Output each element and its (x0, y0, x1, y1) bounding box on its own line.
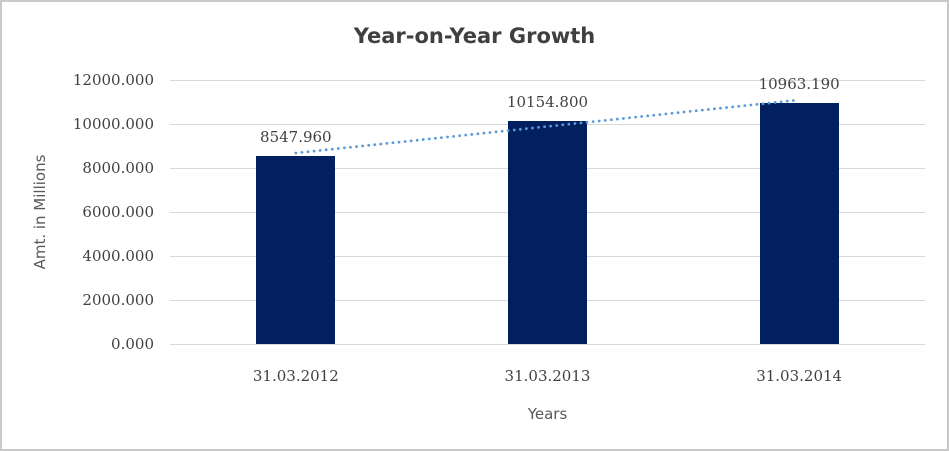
bar (508, 120, 587, 344)
y-axis-tick-label: 0.000 (111, 335, 154, 353)
bar-value-label: 10963.190 (758, 74, 840, 93)
chart-title: Year-on-Year Growth (353, 24, 596, 48)
y-axis-tick-label: 4000.000 (82, 247, 154, 265)
x-axis-tick-label: 31.03.2014 (756, 367, 843, 385)
bar (759, 102, 839, 344)
y-axis-tick-label: 2000.000 (82, 291, 154, 309)
y-axis-tick-label: 12000.000 (72, 71, 154, 89)
y-axis-tick-label: 6000.000 (82, 203, 154, 221)
bar-value-label: 10154.800 (506, 92, 589, 111)
bar (256, 155, 336, 344)
gridline (170, 344, 925, 345)
x-axis-tick-label: 31.03.2013 (504, 367, 591, 385)
x-axis-title: Years (527, 405, 568, 423)
bar-value-label: 8547.960 (260, 127, 332, 146)
y-axis-tick-label: 8000.000 (82, 159, 154, 177)
y-axis-tick-label: 10000.000 (72, 115, 154, 133)
gridline (170, 80, 925, 81)
x-axis-tick-label: 31.03.2012 (252, 367, 339, 385)
